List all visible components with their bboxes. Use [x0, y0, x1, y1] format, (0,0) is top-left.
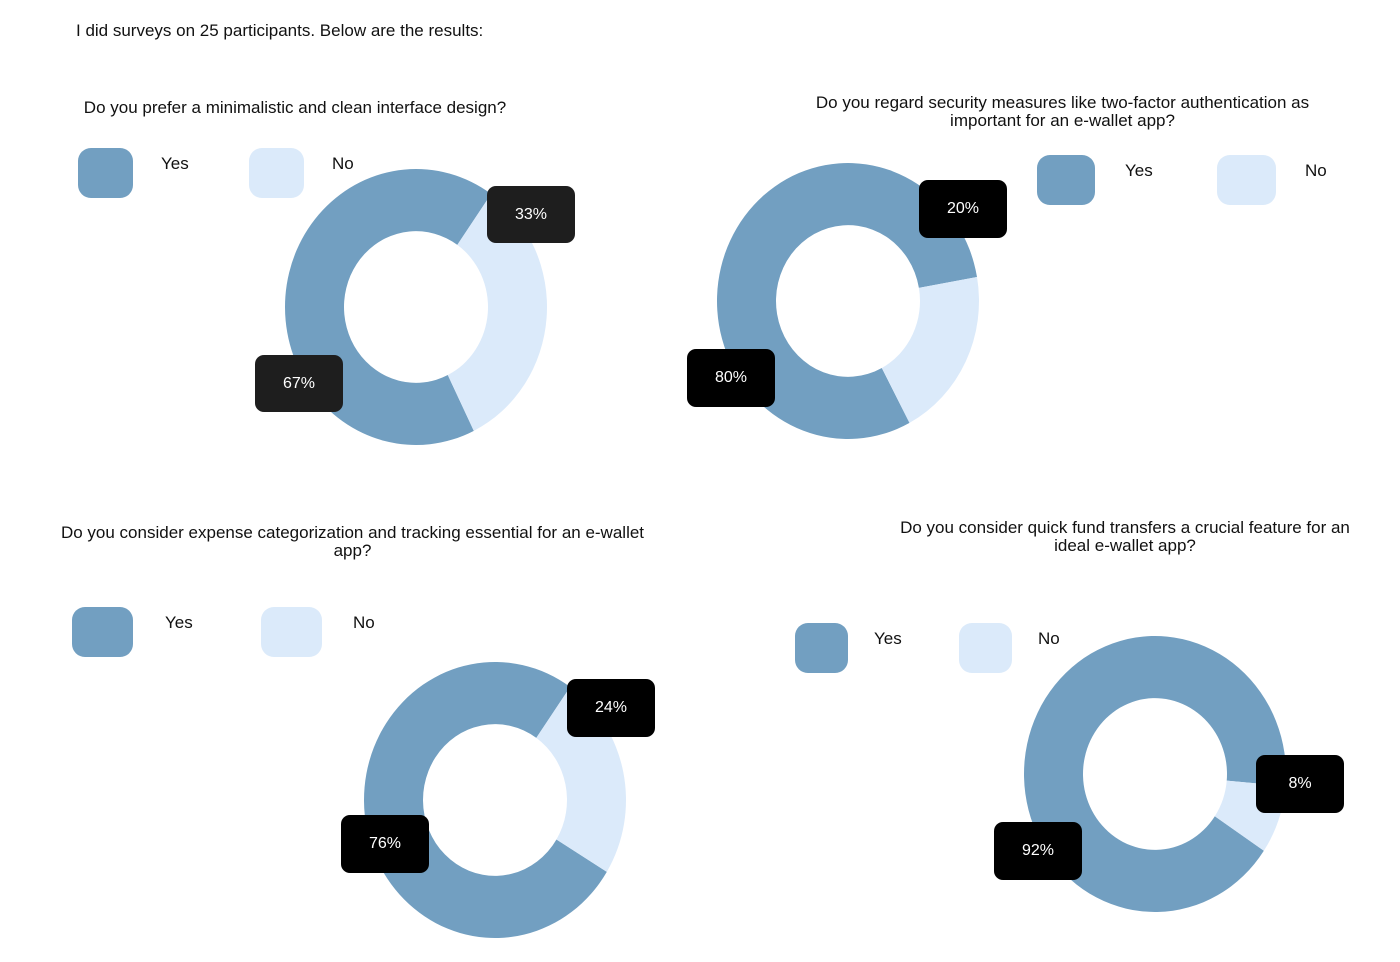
chart-4-legend-no-swatch — [959, 623, 1012, 673]
chart-4-legend-yes-swatch — [795, 623, 848, 673]
chart-3-no-data-label: 24% — [567, 679, 655, 737]
chart-1-legend-yes-swatch — [78, 148, 133, 198]
chart-2-legend-no-swatch — [1217, 155, 1276, 205]
chart-2-no-data-label: 20% — [919, 180, 1007, 238]
chart-3-yes-data-label: 76% — [341, 815, 429, 873]
intro-text: I did surveys on 25 participants. Below … — [76, 21, 484, 40]
chart-4-yes-data-label: 92% — [994, 822, 1082, 880]
chart-2-legend-yes-swatch — [1037, 155, 1095, 205]
chart-3-title: Do you consider expense categorization a… — [60, 523, 645, 560]
chart-4-no-data-label: 8% — [1256, 755, 1344, 813]
chart-3-legend-yes-label: Yes — [165, 613, 193, 632]
chart-2-legend-no-label: No — [1305, 161, 1327, 180]
chart-3-legend-no-label: No — [353, 613, 375, 632]
chart-1-no-data-label: 33% — [487, 186, 575, 243]
chart-3-legend-no-swatch — [261, 607, 322, 657]
chart-1-legend-no-swatch — [249, 148, 304, 198]
chart-4-legend-no-label: No — [1038, 629, 1060, 648]
chart-2-yes-data-label: 80% — [687, 349, 775, 407]
chart-4-title: Do you consider quick fund transfers a c… — [900, 518, 1350, 555]
chart-2-slice-no — [881, 277, 980, 423]
chart-2-legend-yes-label: Yes — [1125, 161, 1153, 180]
chart-1-legend-yes-label: Yes — [161, 154, 189, 173]
chart-1-legend-no-label: No — [332, 154, 354, 173]
chart-1-title: Do you prefer a minimalistic and clean i… — [83, 98, 507, 117]
chart-4-legend-yes-label: Yes — [874, 629, 902, 648]
chart-3-legend-yes-swatch — [72, 607, 133, 657]
chart-2-title: Do you regard security measures like two… — [815, 93, 1310, 130]
chart-1-yes-data-label: 67% — [255, 355, 343, 412]
